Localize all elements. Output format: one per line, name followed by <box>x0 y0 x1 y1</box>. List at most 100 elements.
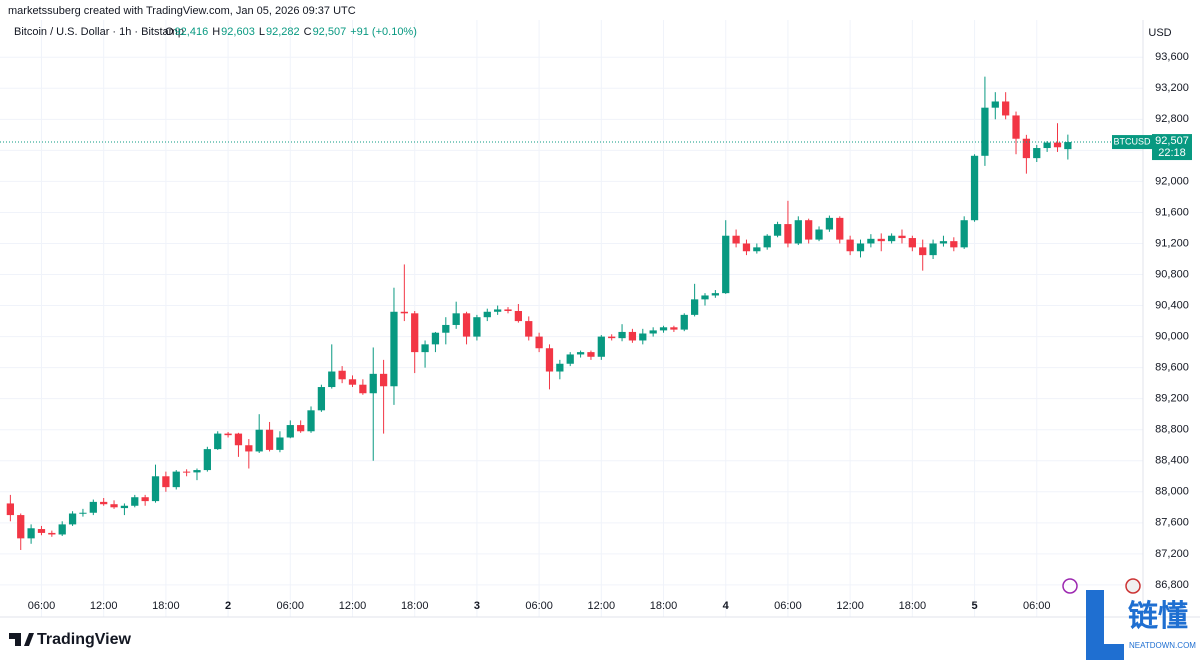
candle-body <box>431 332 440 345</box>
candle-body <box>369 373 377 394</box>
candle-body <box>576 352 585 355</box>
candle-body <box>1012 115 1020 139</box>
y-tick-label: 90,000 <box>1155 331 1189 343</box>
candle-body <box>390 311 398 387</box>
candle-body <box>618 331 626 339</box>
candle-body <box>307 410 315 432</box>
candle-body <box>68 513 77 525</box>
x-tick-label: 12:00 <box>588 600 616 612</box>
candle-body <box>234 433 243 446</box>
candle-body <box>929 243 937 256</box>
x-tick-label: 12:00 <box>339 600 367 612</box>
candle-body <box>763 235 771 248</box>
y-tick-label: 93,600 <box>1155 51 1189 63</box>
candle-body <box>877 238 885 242</box>
x-tick-label: 18:00 <box>899 600 927 612</box>
candle-body <box>151 476 160 502</box>
candle-body <box>172 471 180 488</box>
candle-body <box>608 336 616 339</box>
legend-label: O <box>165 26 174 38</box>
candle-body <box>494 309 502 312</box>
candle-body <box>255 429 263 452</box>
candle-body <box>773 224 782 236</box>
candle-body <box>784 224 792 244</box>
candle-body <box>1053 142 1062 148</box>
candle-body <box>1002 101 1010 116</box>
y-tick-label: 92,800 <box>1155 113 1189 125</box>
icon[interactable] <box>1125 578 1141 594</box>
watermark-site: NEATDOWN.COM <box>1129 641 1196 650</box>
candle-body <box>742 243 751 252</box>
watermark-mark: 链懂 <box>1128 599 1188 633</box>
candle-body <box>535 336 543 349</box>
candle-body <box>960 220 968 248</box>
x-tick-label: 3 <box>474 600 480 612</box>
candle-body <box>981 107 989 156</box>
x-tick-label: 06:00 <box>277 600 305 612</box>
candle-body <box>566 354 574 364</box>
candle-body <box>1033 148 1041 159</box>
x-tick-label: 18:00 <box>650 600 678 612</box>
legend-value: 92,282 <box>266 26 300 38</box>
legend-label: L <box>259 26 265 38</box>
candle-body <box>120 505 129 509</box>
tv-logo-icon <box>9 633 34 646</box>
candle-body <box>193 470 201 473</box>
y-tick-label: 89,200 <box>1155 393 1189 405</box>
x-tick-label: 12:00 <box>90 600 118 612</box>
candle-body <box>846 239 854 252</box>
candle-body <box>701 295 709 300</box>
candle-body <box>421 344 429 353</box>
candle-body <box>732 235 740 244</box>
candle-body <box>887 235 896 242</box>
candle-body <box>110 504 118 508</box>
x-tick-label: 06:00 <box>1023 600 1051 612</box>
candle-body <box>131 497 139 506</box>
y-tick-label: 90,400 <box>1155 299 1189 311</box>
candle-body <box>265 429 274 450</box>
legend-label: H <box>212 26 220 38</box>
candle-body <box>6 503 14 516</box>
y-tick-label: 91,200 <box>1155 237 1189 249</box>
candle-body <box>58 524 66 535</box>
y-tick-label: 91,600 <box>1155 206 1189 218</box>
candle-body <box>89 501 97 513</box>
candle-body <box>722 235 730 294</box>
candle-body <box>317 387 326 411</box>
candle-body <box>224 433 232 436</box>
candle-body <box>245 445 253 452</box>
candle-body <box>670 327 678 330</box>
candle-body <box>950 241 958 248</box>
candle-body <box>483 311 491 318</box>
x-tick-label: 4 <box>723 600 730 612</box>
x-tick-label: 12:00 <box>836 600 864 612</box>
y-tick-label: 88,000 <box>1155 486 1189 498</box>
icon[interactable] <box>1062 578 1078 594</box>
price-tag-value: 92,507 <box>1155 135 1189 147</box>
candle-body <box>203 449 211 471</box>
candle-body <box>37 529 46 533</box>
x-tick-label: 2 <box>225 600 231 612</box>
watermark-icon <box>1086 590 1124 660</box>
candle-body <box>452 313 460 325</box>
candle-body <box>825 217 834 230</box>
candle-body <box>348 379 357 385</box>
candle-body <box>856 243 865 252</box>
candle-body <box>545 348 554 372</box>
y-tick-label: 87,600 <box>1155 517 1189 529</box>
legend-value: 92,507 <box>313 26 347 38</box>
x-tick-label: 5 <box>971 600 977 612</box>
candle-body <box>867 238 875 244</box>
attribution: marketssuberg created with TradingView.c… <box>8 5 356 17</box>
price-tag <box>1152 134 1192 161</box>
symbol-tag-label: BTCUSD <box>1113 136 1151 146</box>
candle-body <box>297 425 305 432</box>
candle-body <box>162 476 170 488</box>
candle-body <box>182 471 191 473</box>
x-tick-label: 06:00 <box>525 600 553 612</box>
candle-body <box>908 238 916 248</box>
candle-body <box>805 220 813 240</box>
